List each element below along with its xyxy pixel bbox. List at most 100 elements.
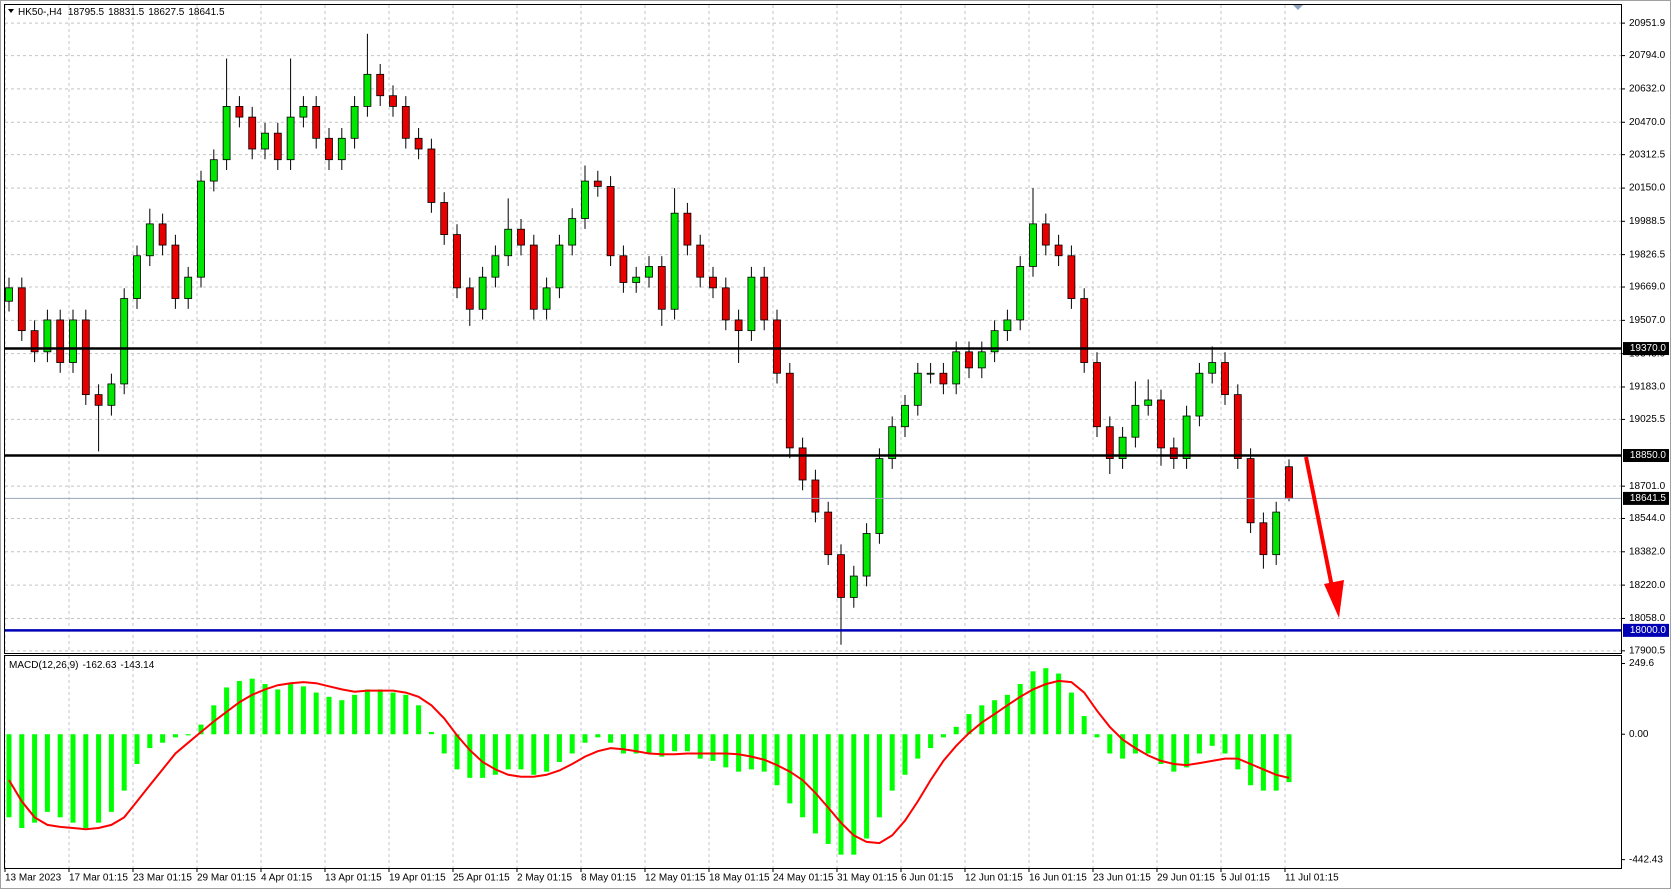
candle-body <box>1259 522 1268 556</box>
macd-bar <box>57 734 63 818</box>
macd-bar <box>1286 734 1292 783</box>
macd-bar <box>1132 734 1138 754</box>
symbol: HK50-,H4 <box>18 7 62 18</box>
macd-bar <box>352 694 358 735</box>
macd-bar <box>569 734 575 754</box>
candle-body <box>1041 223 1050 246</box>
candle-body <box>235 106 244 118</box>
macd-bar <box>608 734 614 743</box>
candle-body <box>401 106 410 139</box>
candle-body <box>1169 447 1178 460</box>
macd-bar <box>108 734 114 812</box>
x-tick-label: 31 May 01:15 <box>837 873 898 884</box>
candle-body <box>273 132 282 161</box>
candle-body <box>1272 511 1281 556</box>
macd-bar <box>1209 734 1215 746</box>
macd-bar <box>556 734 562 762</box>
candle-body <box>1233 394 1242 460</box>
macd-bar <box>467 734 473 778</box>
macd-bar <box>1145 734 1151 754</box>
macd-bar <box>672 734 678 752</box>
y-tick-label: 19988.5 <box>1629 216 1666 227</box>
candle-body <box>581 180 589 219</box>
macd-bar <box>1196 734 1202 754</box>
candle-body <box>888 426 897 460</box>
macd-bar <box>646 734 652 754</box>
macd-bar <box>377 689 383 735</box>
candle-body <box>1208 362 1217 374</box>
macd-bar <box>582 734 588 743</box>
macd-bar <box>774 734 780 786</box>
y-tick-label: -442.43 <box>1629 854 1663 865</box>
candle-body <box>145 223 154 257</box>
candle-body <box>1195 372 1204 417</box>
price-tag-label: 18641.5 <box>1630 493 1667 504</box>
macd-bar <box>32 734 38 823</box>
macd-bar <box>147 734 153 749</box>
candle-body <box>1246 458 1255 524</box>
y-tick-label: 18220.0 <box>1629 580 1666 591</box>
y-tick-label: 17900.5 <box>1629 645 1666 656</box>
chart-shift-marker[interactable] <box>1293 5 1303 10</box>
candle-body <box>709 276 717 289</box>
candle-body <box>56 319 65 363</box>
price-tag <box>1623 491 1669 505</box>
candle-body <box>209 159 218 182</box>
y-tick-label: 0.00 <box>1629 729 1649 740</box>
x-tick-label: 6 Jun 01:15 <box>901 873 954 884</box>
x-tick-label: 13 Mar 2023 <box>5 873 62 884</box>
candle-body <box>197 180 205 278</box>
candle-body <box>798 447 807 481</box>
macd-bar <box>1081 716 1087 735</box>
candle-body <box>683 212 692 246</box>
macd-bar <box>966 714 972 735</box>
candle-body <box>312 106 321 139</box>
x-tick-label: 4 Apr 01:15 <box>261 873 313 884</box>
candle-body <box>875 458 884 534</box>
macd-bar <box>19 734 25 829</box>
macd-bar <box>236 680 242 735</box>
marks: 13 Mar 2023 17 Mar 01:15 23 Mar 01:15 29 Ma… <box>4 18 1669 884</box>
x-tick-label: 24 May 01:15 <box>773 873 834 884</box>
macd-bar <box>633 734 639 754</box>
annotation-arrow <box>1304 456 1335 593</box>
macd-bar <box>979 705 985 735</box>
candle-body <box>670 212 679 310</box>
candle-body <box>939 372 948 385</box>
macd-bar <box>492 734 498 775</box>
macd-bar <box>185 734 191 736</box>
candle-body <box>81 319 90 396</box>
x-tick-label: 23 Mar 01:15 <box>133 873 192 884</box>
menu-triangle[interactable] <box>8 9 14 13</box>
macd-bar <box>44 734 50 812</box>
candle-body <box>747 276 756 332</box>
candle-body <box>785 372 794 449</box>
macd-bar <box>697 734 703 759</box>
macd-bar <box>339 700 345 735</box>
macd-bar <box>6 734 12 818</box>
candle-body <box>632 276 641 283</box>
candle-body <box>5 287 13 302</box>
macd-bar <box>364 689 370 735</box>
candle-body <box>69 319 77 363</box>
macd-bar <box>172 734 178 738</box>
candle-body <box>133 255 141 299</box>
macd-bar <box>198 724 204 735</box>
candle-body <box>593 180 602 187</box>
y-tick-label: 18544.0 <box>1629 513 1666 524</box>
x-tick-label: 2 May 01:15 <box>517 873 572 884</box>
y-tick-label: 20794.0 <box>1629 50 1666 61</box>
macd-bar <box>83 734 89 829</box>
candle-body <box>158 223 167 246</box>
candle-body <box>120 298 129 385</box>
macd-bar <box>300 686 306 735</box>
level-tag-label: 18000.0 <box>1630 625 1667 636</box>
level-tag-label: 18850.0 <box>1630 450 1667 461</box>
macd-bar <box>825 734 831 844</box>
candle-body <box>350 106 359 139</box>
high-value: 18831.5 <box>108 7 145 18</box>
candle-body <box>811 479 820 513</box>
y-tick-label: 20632.0 <box>1629 84 1666 95</box>
candle-body <box>337 137 346 161</box>
